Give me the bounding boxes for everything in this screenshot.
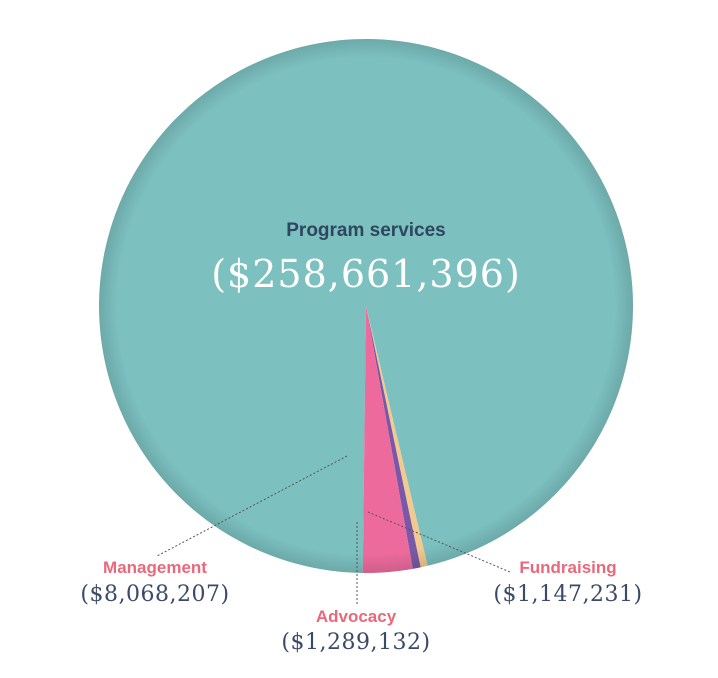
slice-value-advocacy: ($1,289,132) <box>281 630 431 655</box>
slice-label-program-services: Program services <box>286 220 446 241</box>
pie-rim-shade <box>99 39 633 573</box>
slice-value-fundraising: ($1,147,231) <box>493 582 643 607</box>
slice-label-fundraising: Fundraising <box>519 558 617 577</box>
slice-label-advocacy: Advocacy <box>315 607 397 626</box>
slice-value-management: ($8,068,207) <box>80 582 230 607</box>
slice-value-program-services: ($258,661,396) <box>211 252 521 296</box>
leader-line-fundraising <box>367 511 511 573</box>
slice-label-management: Management <box>103 558 207 577</box>
